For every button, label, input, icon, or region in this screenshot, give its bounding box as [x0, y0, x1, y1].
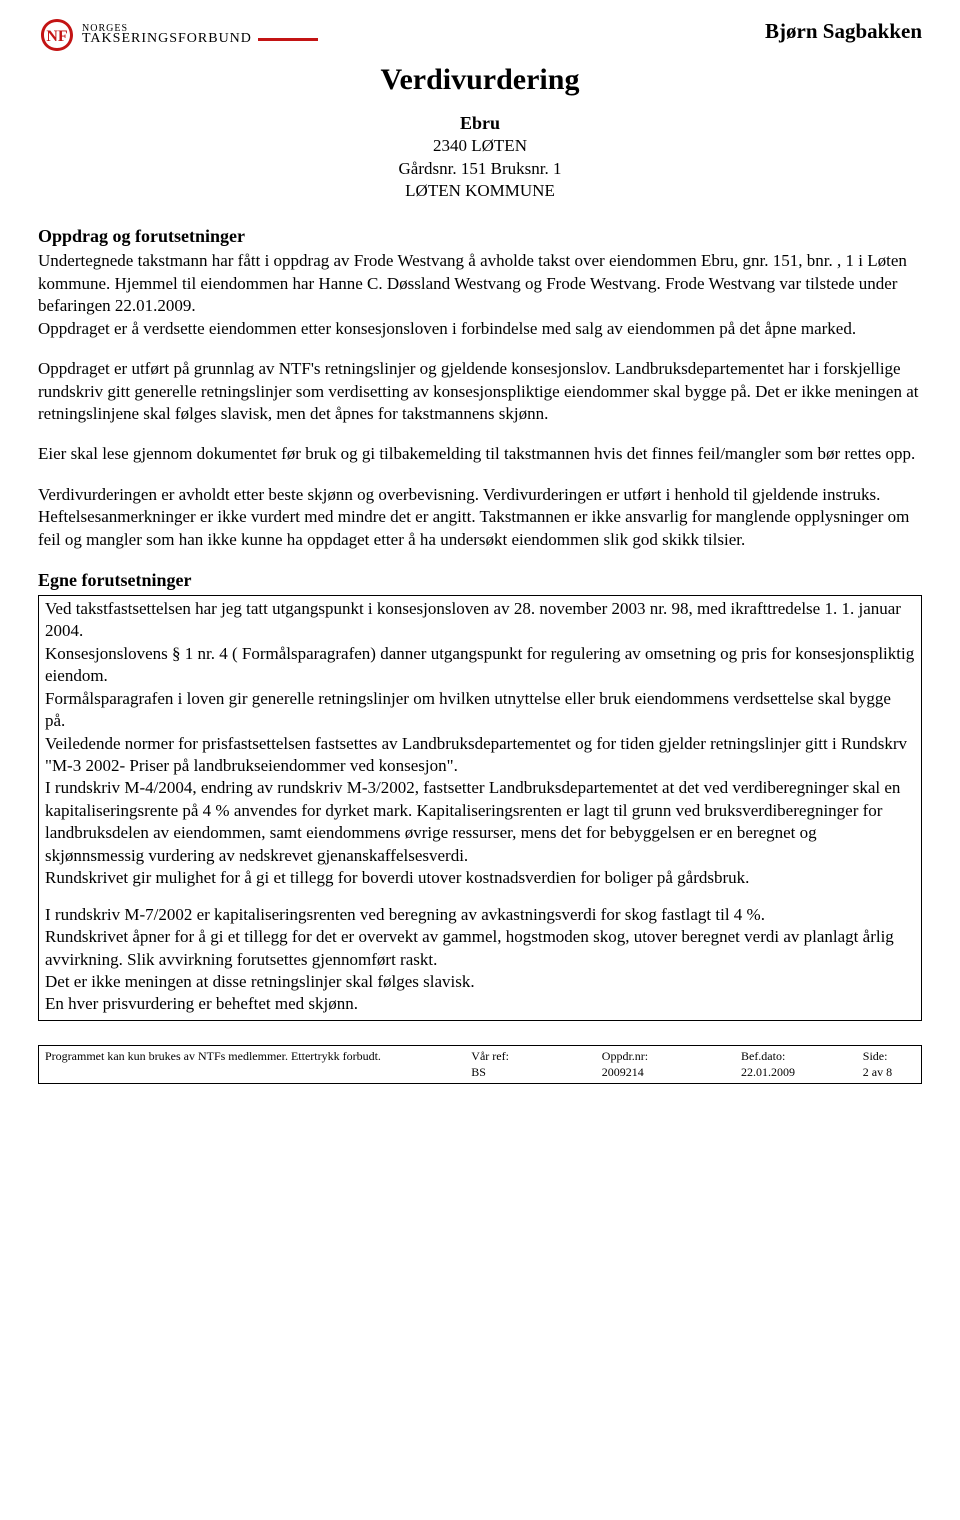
footer-copyright: Programmet kan kun brukes av NTFs medlem… — [45, 1049, 471, 1065]
page-header: NF NORGES TAKSERINGSFORBUND Bjørn Sagbak… — [38, 18, 922, 52]
property-kommune: LØTEN KOMMUNE — [38, 180, 922, 202]
svg-text:NF: NF — [46, 28, 68, 45]
oppdrag-p5: Verdivurderingen er avholdt etter beste … — [38, 484, 922, 551]
footer-side-value: 2 av 8 — [863, 1065, 915, 1081]
section-oppdrag-body: Undertegnede takstmann har fått i oppdra… — [38, 250, 922, 551]
footer-oppdr-value: 2009214 — [602, 1065, 741, 1081]
oppdrag-p1: Undertegnede takstmann har fått i oppdra… — [38, 250, 922, 340]
logo-mark-icon: NF — [38, 18, 76, 52]
logo-text-bottom: TAKSERINGSFORBUND — [82, 33, 252, 45]
author-name: Bjørn Sagbakken — [765, 18, 922, 46]
footer-ref-label: Vår ref: — [471, 1049, 602, 1065]
egne-forutsetninger-box: Ved takstfastsettelsen har jeg tatt utga… — [38, 595, 922, 1021]
egne-p1: Ved takstfastsettelsen har jeg tatt utga… — [45, 598, 915, 890]
footer-date-value: 22.01.2009 — [741, 1065, 863, 1081]
document-title: Verdivurdering — [38, 60, 922, 100]
page-footer: Programmet kan kun brukes av NTFs medlem… — [38, 1045, 922, 1084]
property-gbnr: Gårdsnr. 151 Bruksnr. 1 — [38, 158, 922, 180]
footer-side-label: Side: — [863, 1049, 915, 1065]
title-block: Verdivurdering Ebru 2340 LØTEN Gårdsnr. … — [38, 60, 922, 203]
footer-date-label: Bef.dato: — [741, 1049, 863, 1065]
footer-ref-value: BS — [471, 1065, 602, 1081]
section-heading-oppdrag: Oppdrag og forutsetninger — [38, 225, 922, 249]
oppdrag-p3: Oppdraget er utført på grunnlag av NTF's… — [38, 358, 922, 425]
logo-text: NORGES TAKSERINGSFORBUND — [82, 25, 318, 45]
egne-p2: I rundskriv M-7/2002 er kapitaliseringsr… — [45, 904, 915, 1016]
org-logo: NF NORGES TAKSERINGSFORBUND — [38, 18, 318, 52]
property-postcode: 2340 LØTEN — [38, 135, 922, 157]
section-heading-egne: Egne forutsetninger — [38, 569, 922, 593]
property-name: Ebru — [38, 112, 922, 136]
logo-rule-icon — [258, 38, 318, 41]
footer-oppdr-label: Oppdr.nr: — [602, 1049, 741, 1065]
oppdrag-p4: Eier skal lese gjennom dokumentet før br… — [38, 443, 922, 465]
